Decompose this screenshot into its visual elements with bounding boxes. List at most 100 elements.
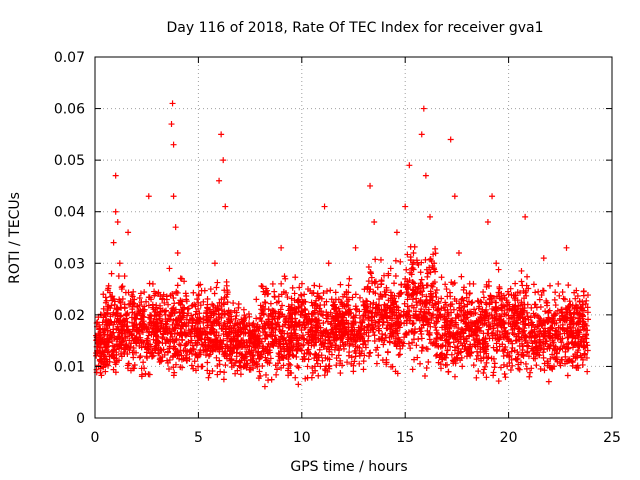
- cloud-point: [409, 320, 416, 327]
- data-point: [123, 342, 130, 349]
- tick-labels: 0 5 10 15 20 25 0 0.01 0.02 0.03 0.04 0.05 0.06 0.07: [54, 50, 621, 446]
- cloud-point: [551, 354, 558, 361]
- cloud-point: [568, 339, 575, 346]
- cloud-point: [527, 369, 534, 376]
- cloud-point: [529, 340, 536, 347]
- cloud-point: [538, 291, 545, 298]
- cloud-point: [215, 332, 222, 339]
- cloud-point: [431, 320, 438, 327]
- cloud-point: [365, 314, 372, 321]
- cloud-point: [437, 343, 444, 350]
- cloud-point: [144, 326, 151, 333]
- cloud-point: [233, 338, 240, 345]
- cloud-point: [190, 345, 197, 352]
- cloud-point: [160, 291, 167, 298]
- cloud-point: [117, 327, 124, 334]
- cloud-point: [516, 366, 523, 373]
- cloud-point: [297, 291, 304, 298]
- cloud-point: [466, 290, 473, 297]
- cloud-point: [232, 327, 239, 334]
- cloud-point: [395, 319, 402, 326]
- cloud-point: [409, 366, 416, 373]
- cloud-point: [204, 295, 211, 302]
- cloud-point: [262, 354, 269, 361]
- cloud-point: [500, 361, 507, 368]
- cloud-point: [313, 305, 320, 312]
- cloud-point: [174, 282, 181, 289]
- cloud-point: [278, 280, 285, 287]
- cloud-point: [403, 289, 410, 296]
- cloud-point: [218, 306, 225, 313]
- cloud-point: [495, 378, 502, 385]
- cloud-point: [415, 314, 422, 321]
- cloud-point: [233, 357, 240, 364]
- cloud-point: [423, 364, 430, 371]
- cloud-point: [385, 297, 392, 304]
- cloud-point: [381, 288, 388, 295]
- cloud-point: [519, 351, 526, 358]
- cloud-point: [410, 330, 417, 337]
- cloud-point: [575, 319, 582, 326]
- cloud-point: [339, 303, 346, 310]
- cloud-point: [545, 378, 552, 385]
- cloud-point: [473, 374, 480, 381]
- cloud-point: [299, 298, 306, 305]
- cloud-point: [119, 283, 126, 290]
- cloud-point: [520, 353, 527, 360]
- cloud-point: [109, 338, 116, 345]
- cloud-point: [179, 323, 186, 330]
- cloud-point: [316, 283, 323, 290]
- cloud-point: [280, 362, 287, 369]
- cloud-point: [579, 306, 586, 313]
- cloud-point: [470, 320, 477, 327]
- cloud-point: [292, 374, 299, 381]
- cloud-point: [102, 299, 109, 306]
- cloud-point: [563, 311, 570, 318]
- cloud-point: [464, 301, 471, 308]
- cloud-point: [445, 368, 452, 375]
- cloud-point: [376, 336, 383, 343]
- cloud-point: [556, 346, 563, 353]
- cloud-point: [323, 298, 330, 305]
- cloud-point: [335, 352, 342, 359]
- cloud-point: [521, 295, 528, 302]
- cloud-point: [580, 288, 587, 295]
- cloud-point: [565, 282, 572, 289]
- cloud-point: [388, 363, 395, 370]
- cloud-point: [384, 348, 391, 355]
- cloud-point: [173, 320, 180, 327]
- cloud-point: [520, 319, 527, 326]
- cloud-point: [553, 319, 560, 326]
- cloud-point: [376, 318, 383, 325]
- cloud-point: [570, 319, 577, 326]
- cloud-point: [146, 371, 153, 378]
- cloud-point: [574, 293, 581, 300]
- cloud-point: [582, 333, 589, 340]
- cloud-point: [276, 326, 283, 333]
- cloud-point: [160, 324, 167, 331]
- cloud-point: [116, 319, 123, 326]
- cloud-point: [445, 340, 452, 347]
- data-point: [158, 358, 165, 365]
- cloud-point: [571, 289, 578, 296]
- cloud-point: [470, 310, 477, 317]
- data-point: [460, 311, 467, 318]
- cloud-point: [432, 290, 439, 297]
- cloud-point: [394, 340, 401, 347]
- cloud-point: [484, 355, 491, 362]
- cloud-point: [222, 323, 229, 330]
- cloud-point: [438, 350, 445, 357]
- cloud-point: [138, 344, 145, 351]
- cloud-point: [493, 299, 500, 306]
- cloud-point: [546, 282, 553, 289]
- data-point: [377, 291, 384, 298]
- cloud-point: [294, 321, 301, 328]
- data-point: [257, 353, 264, 360]
- cloud-point: [322, 354, 329, 361]
- data-point: [563, 244, 570, 251]
- cloud-point: [298, 327, 305, 334]
- cloud-point: [462, 315, 469, 322]
- cloud-point: [309, 302, 316, 309]
- cloud-point: [224, 299, 231, 306]
- cloud-point: [363, 329, 370, 336]
